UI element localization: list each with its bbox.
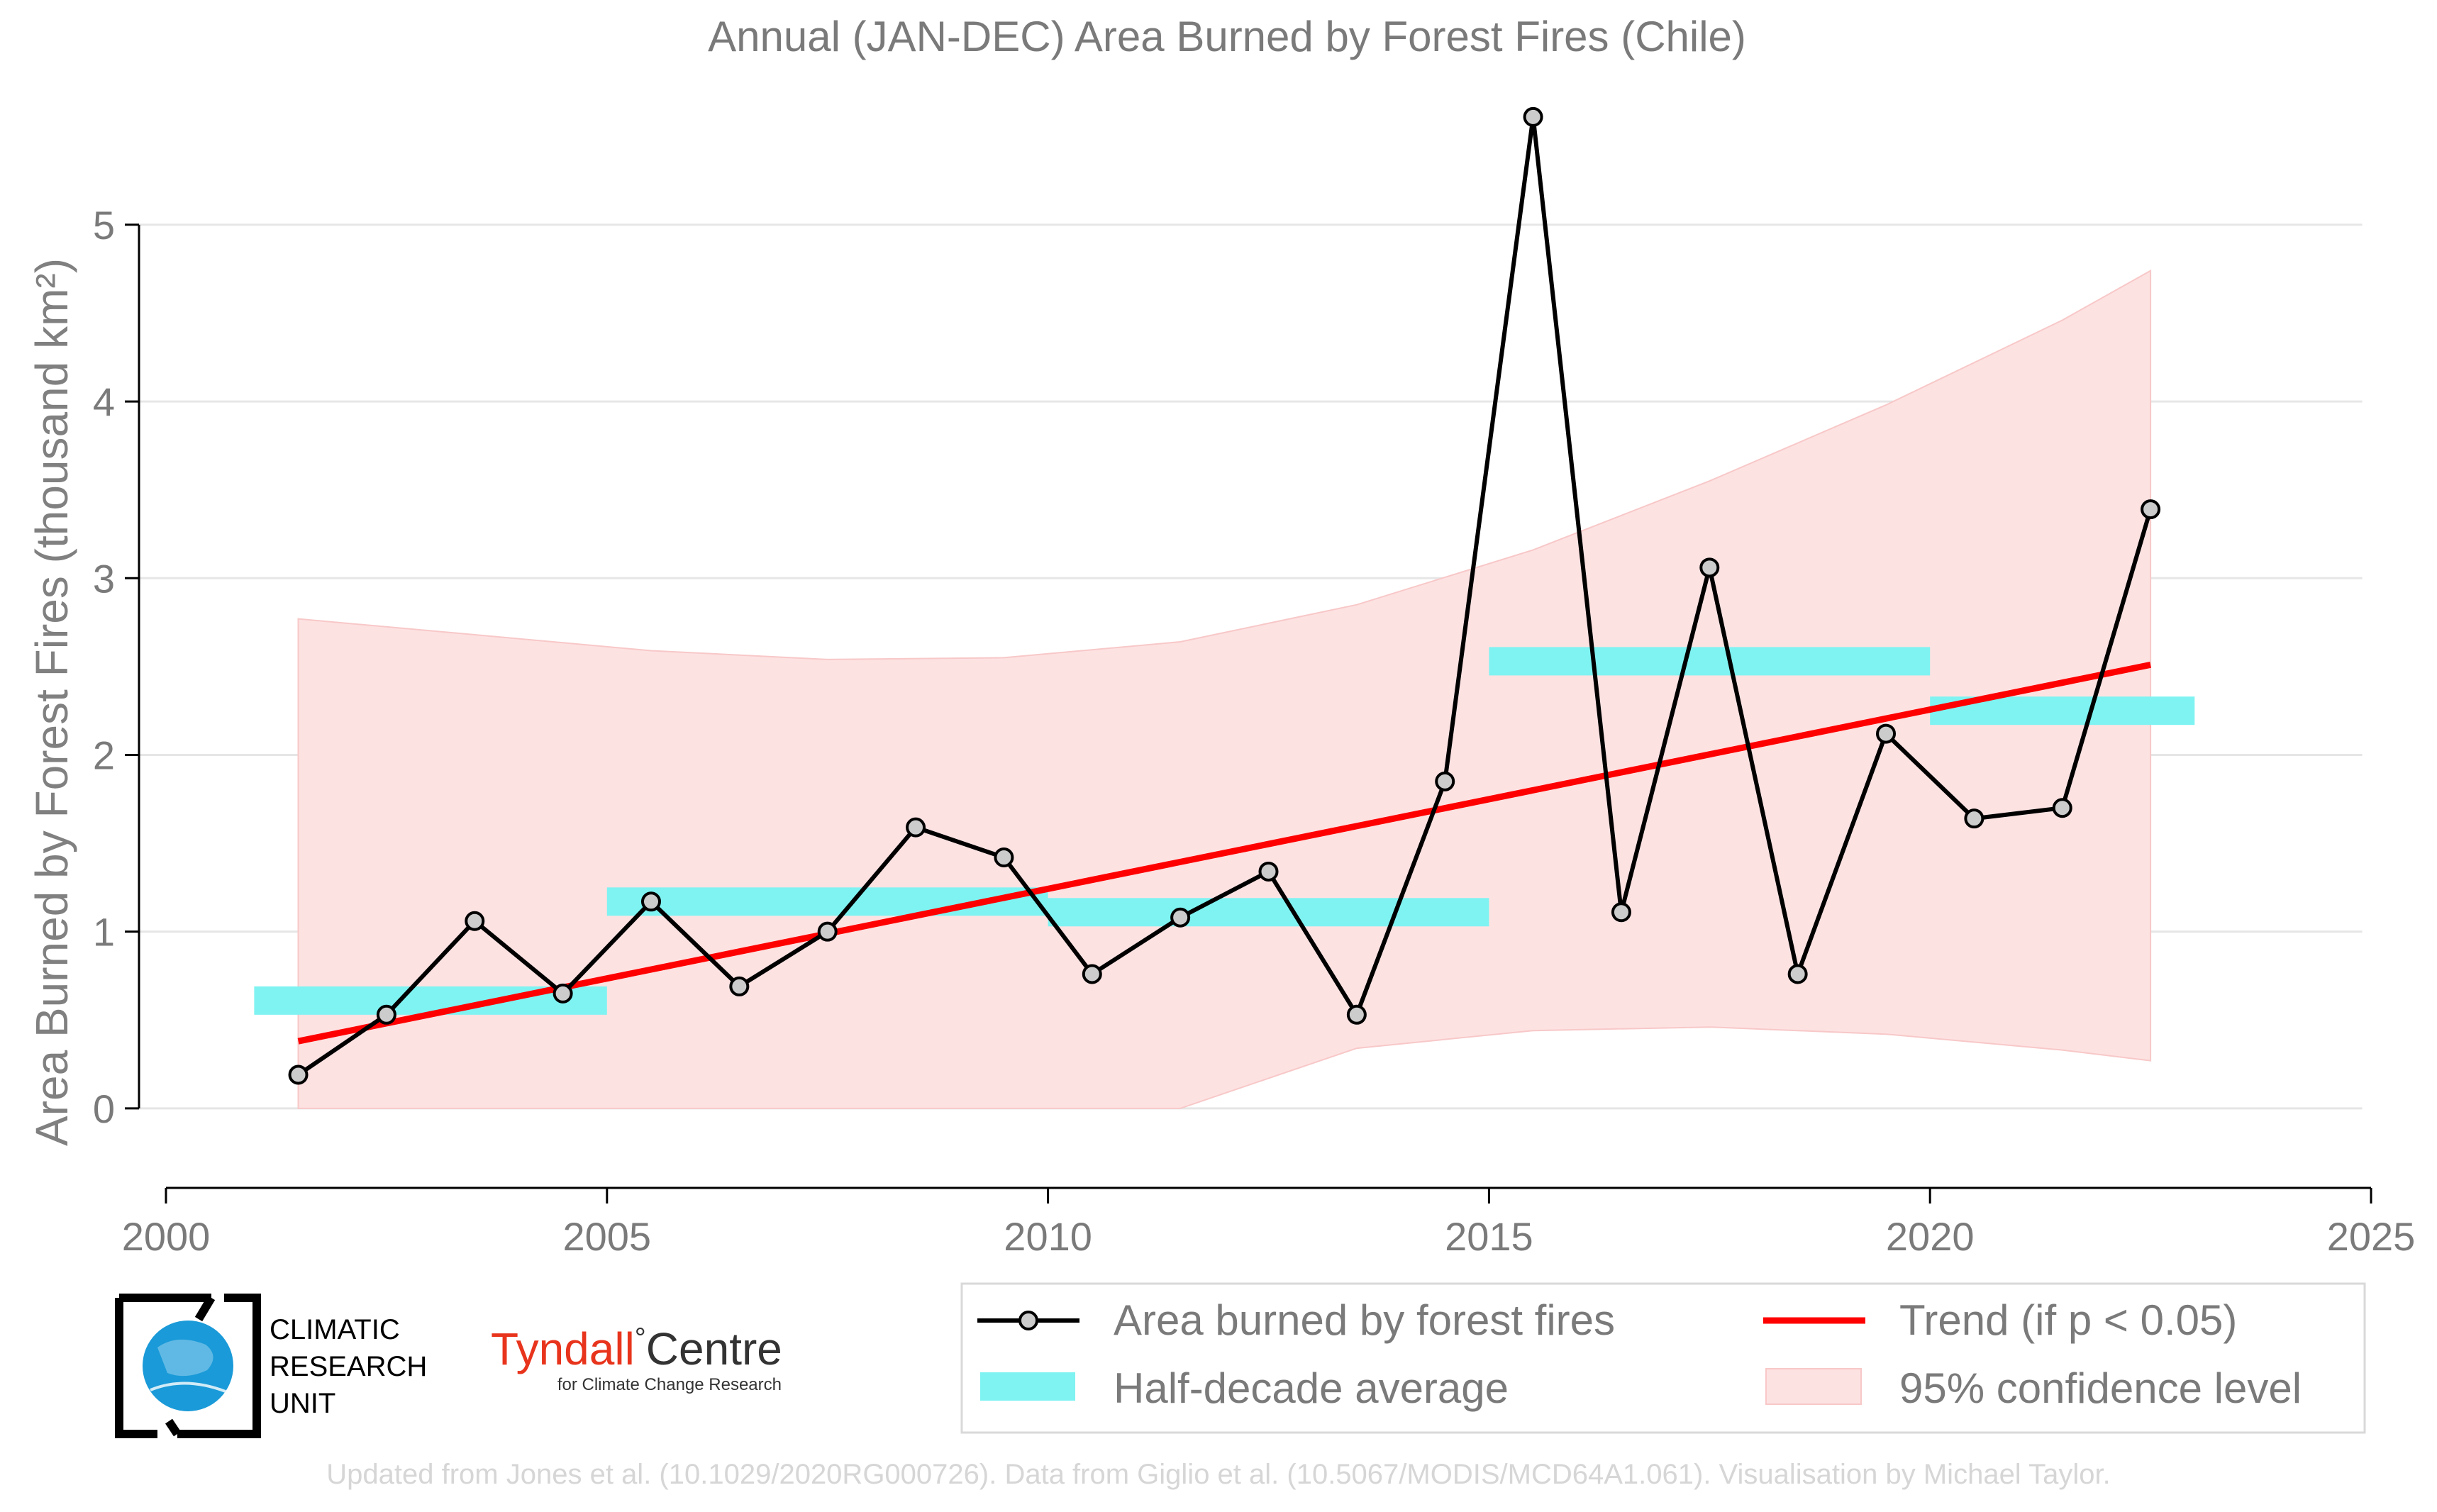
y-tick-label-2: 2 [93, 733, 115, 777]
data-point-1 [376, 1004, 396, 1025]
data-point-20 [2052, 798, 2072, 818]
tyndall-logo-subtitle: for Climate Change Research [557, 1375, 782, 1394]
half-decade-bar-2 [1048, 898, 1489, 927]
x-tick-label-4: 2020 [1886, 1214, 1975, 1259]
area-burned-line [296, 114, 2153, 1077]
data-point-18 [1876, 723, 1897, 744]
tyndall-logo: Tyndall°Centre for Climate Change Resear… [491, 1323, 782, 1394]
data-point-0 [288, 1064, 309, 1085]
tyndall-logo-wordmark: Tyndall°Centre [491, 1323, 782, 1374]
axes: 0 1 2 3 4 5 2000 2005 2010 2015 2020 2025 [93, 203, 2415, 1259]
data-point-11 [1258, 861, 1279, 882]
x-tick-label-3: 2015 [1445, 1214, 1533, 1259]
cru-logo-frame [115, 1294, 261, 1438]
x-tick-label-0: 2000 [122, 1214, 211, 1259]
legend-box [960, 1282, 2366, 1434]
legend-ci-swatch [1765, 1368, 1862, 1405]
data-point-12 [1346, 1004, 1367, 1025]
legend-label-trend: Trend (if p < 0.05) [1899, 1296, 2237, 1344]
data-point-3 [553, 983, 573, 1004]
y-tick-label-5: 5 [93, 203, 115, 248]
x-tick-label-5: 2025 [2327, 1214, 2416, 1259]
data-point-8 [994, 847, 1014, 868]
data-point-9 [1082, 964, 1102, 984]
y-tick-label-4: 4 [93, 379, 115, 424]
data-point-7 [906, 817, 926, 838]
globe-icon-wave [150, 1382, 226, 1393]
legend-marker-swatch [1018, 1311, 1038, 1330]
legend-label-half-decade: Half-decade average [1114, 1364, 1509, 1412]
data-point-15 [1611, 902, 1631, 923]
data-point-21 [2141, 499, 2161, 520]
legend-label-confidence: 95% confidence level [1899, 1364, 2302, 1412]
cru-logo-line2: RESEARCH [270, 1351, 427, 1382]
footer-credit: Updated from Jones et al. (10.1029/2020R… [326, 1459, 2110, 1490]
chart-title: Annual (JAN-DEC) Area Burned by Forest F… [708, 13, 1746, 60]
legend-label-area-burned: Area burned by forest fires [1114, 1296, 1615, 1344]
y-tick-label-3: 3 [93, 556, 115, 601]
data-point-16 [1699, 557, 1720, 578]
data-point-2 [465, 911, 485, 931]
y-axis-label: Area Burned by Forest Fires (thousand km… [26, 258, 77, 1146]
trend-layer [297, 661, 2151, 1045]
x-tick-label-1: 2005 [563, 1214, 652, 1259]
legend-halfdecade-swatch [980, 1372, 1075, 1401]
trend-line [297, 661, 2151, 1045]
globe-icon-land [157, 1339, 213, 1377]
area-burned-layer [288, 106, 2161, 1085]
data-point-4 [640, 891, 661, 912]
data-point-17 [1787, 964, 1808, 984]
data-point-19 [1964, 808, 1984, 829]
legend: Area burned by forest fires Half-decade … [960, 1282, 2366, 1434]
data-point-13 [1435, 771, 1455, 791]
x-tick-label-2: 2010 [1004, 1214, 1092, 1259]
data-point-6 [817, 921, 838, 942]
cru-logo: CLIMATIC RESEARCH UNIT [115, 1294, 427, 1438]
y-tick-label-0: 0 [93, 1086, 115, 1131]
y-tick-label-1: 1 [93, 910, 115, 955]
half-decade-bar-3 [1489, 647, 1931, 676]
data-point-10 [1170, 907, 1191, 928]
data-point-14 [1523, 106, 1543, 127]
data-point-5 [729, 976, 750, 996]
cru-logo-line3: UNIT [270, 1388, 335, 1419]
cru-logo-line1: CLIMATIC [270, 1314, 400, 1345]
